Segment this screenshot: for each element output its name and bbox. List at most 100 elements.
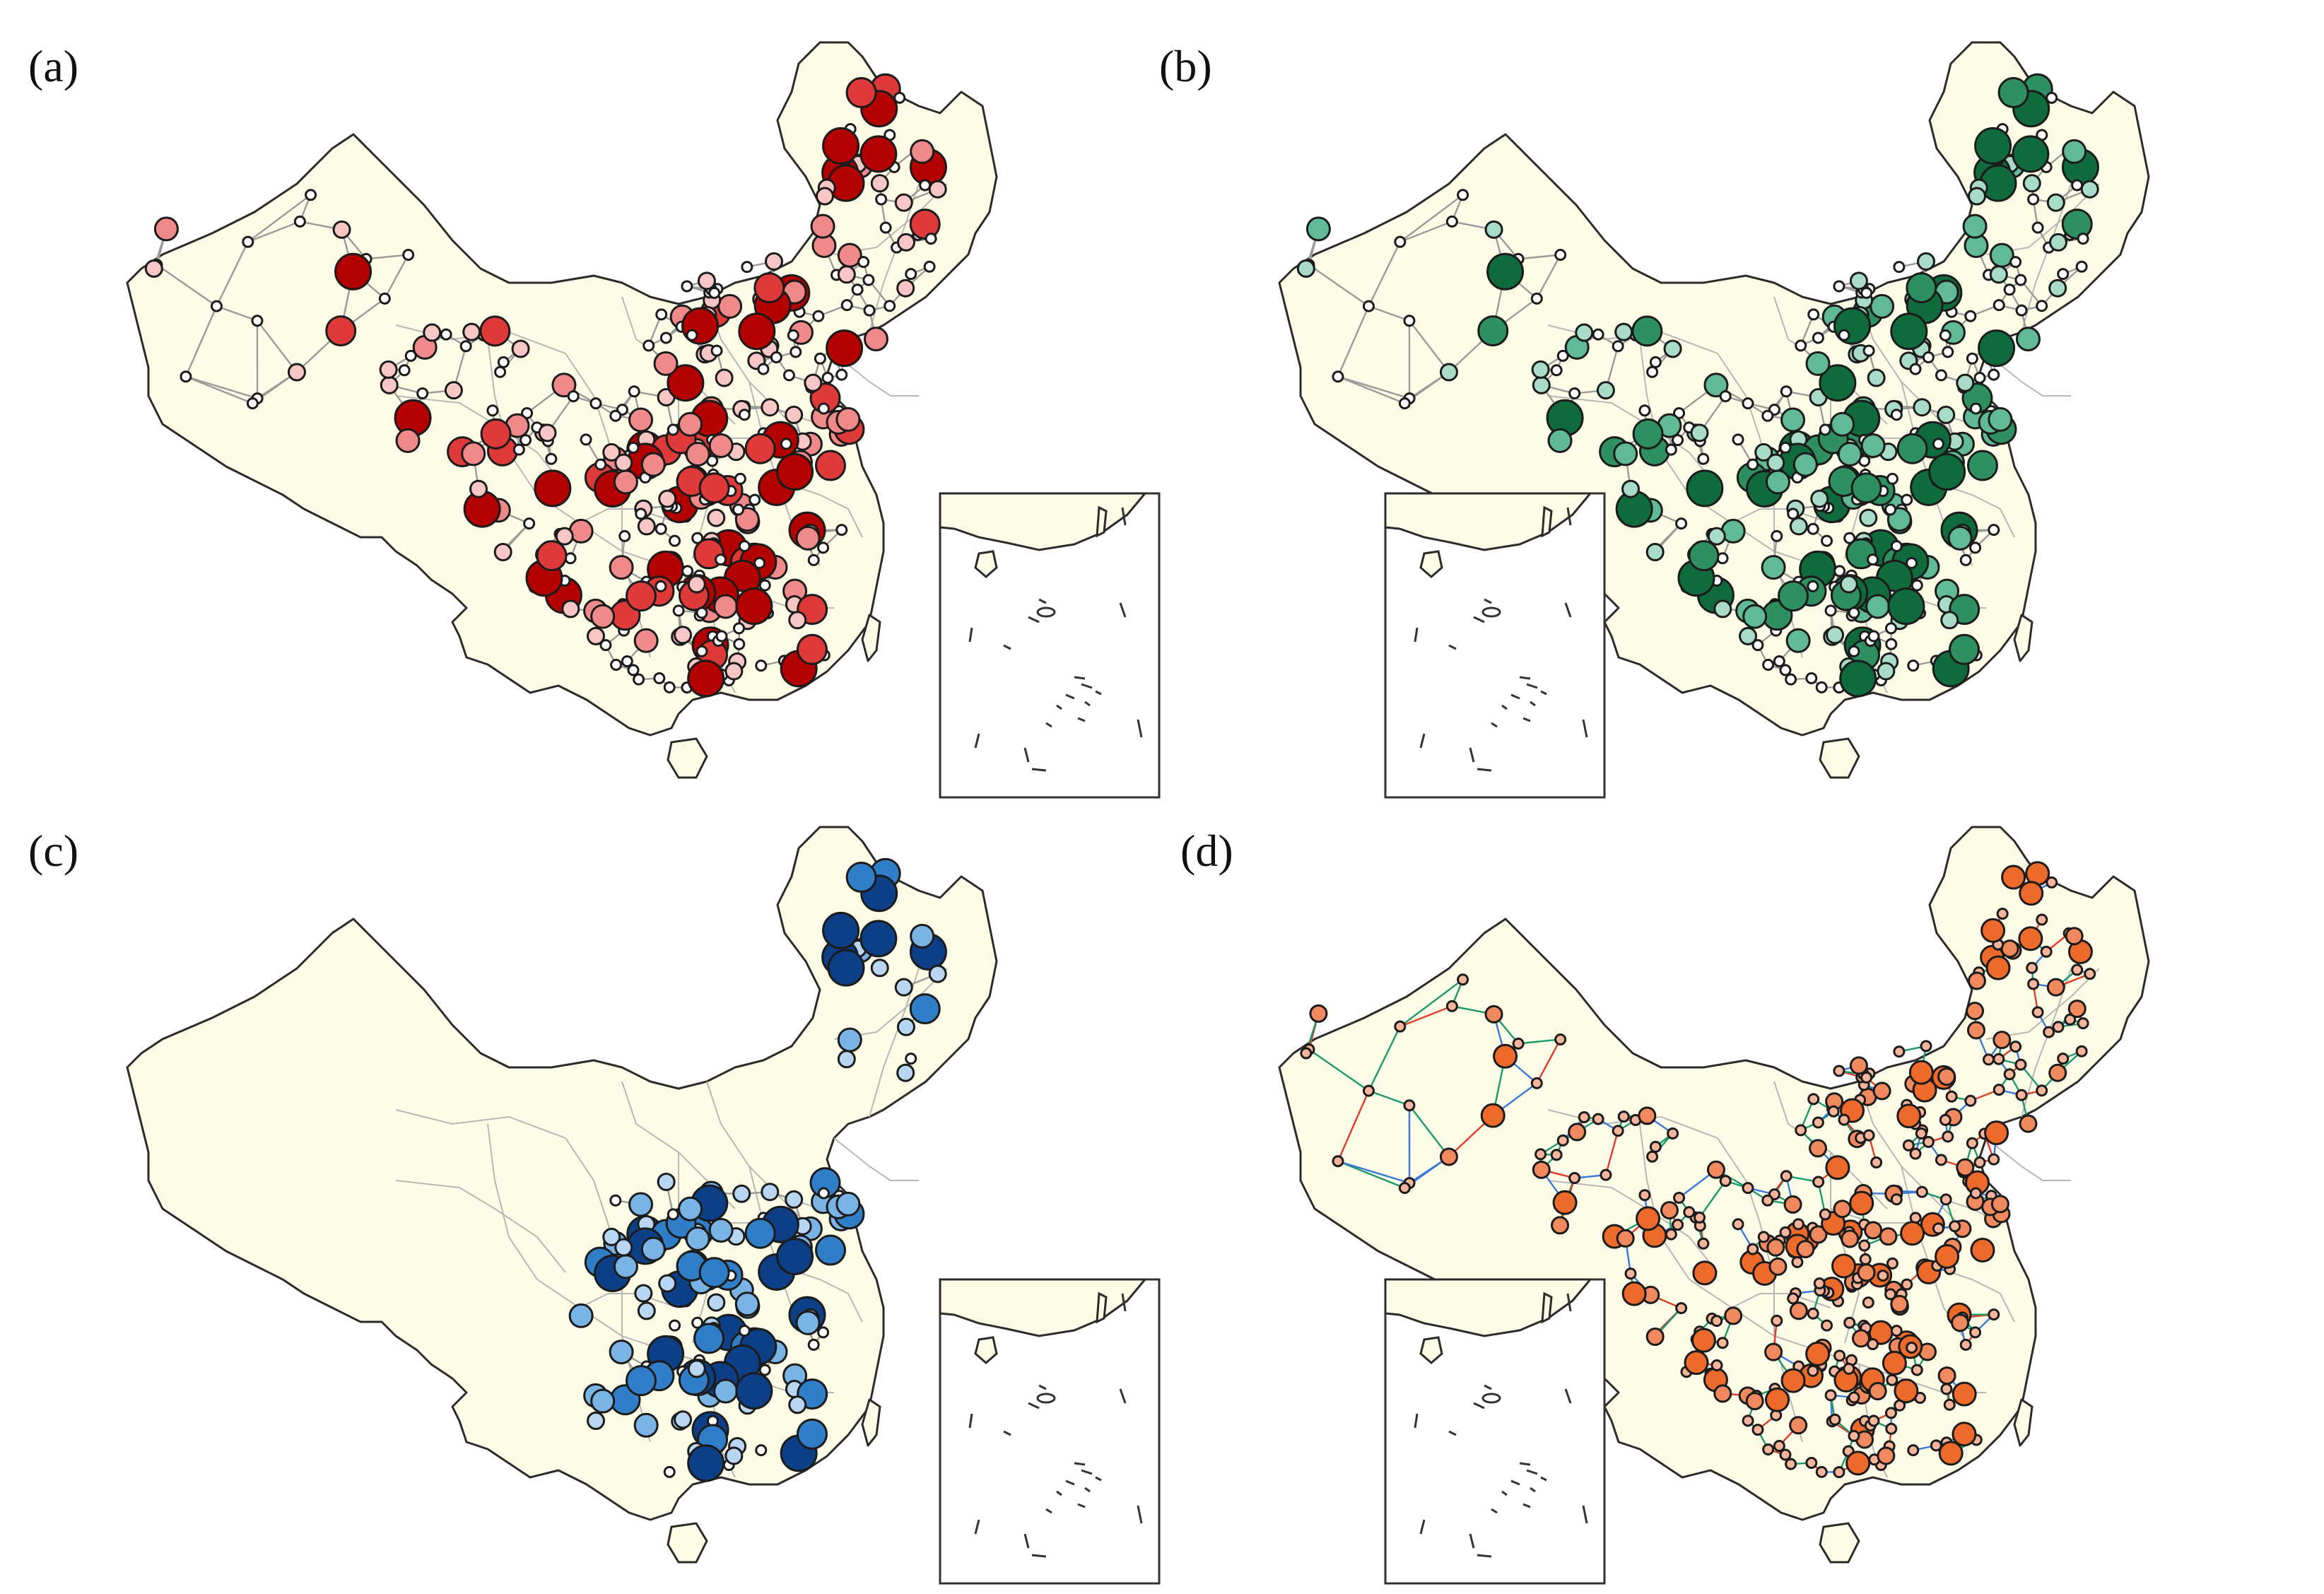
city-node xyxy=(1932,1222,1944,1235)
city-node xyxy=(827,949,865,987)
city-node xyxy=(1928,453,1966,491)
city-node xyxy=(599,639,612,652)
city-node xyxy=(822,911,860,949)
city-node xyxy=(1394,235,1407,248)
city-node xyxy=(1858,1239,1871,1252)
city-node xyxy=(1942,1130,1954,1143)
city-node xyxy=(815,187,834,206)
city-node xyxy=(659,332,672,344)
city-node xyxy=(1964,310,1977,322)
city-node xyxy=(1445,1000,1458,1012)
city-node xyxy=(715,368,734,387)
city-node xyxy=(1890,540,1903,553)
city-node xyxy=(1943,1398,1956,1411)
city-node xyxy=(1534,1148,1547,1161)
city-node xyxy=(1812,1176,1825,1188)
network-edge xyxy=(216,241,249,307)
city-node xyxy=(1477,315,1509,347)
city-node xyxy=(2015,1089,2028,1101)
city-node xyxy=(1807,1307,1819,1320)
city-node xyxy=(416,387,429,400)
city-node xyxy=(1819,423,1831,436)
city-node xyxy=(1785,628,1811,653)
city-node xyxy=(1985,955,2011,980)
city-node xyxy=(1887,587,1925,626)
city-node xyxy=(1807,1093,1820,1106)
city-node xyxy=(1841,1229,1860,1248)
city-node xyxy=(1911,1364,1923,1376)
city-node xyxy=(1969,1326,1982,1339)
city-node xyxy=(1993,1053,2005,1065)
city-node xyxy=(1993,1031,2012,1050)
city-node xyxy=(796,1418,828,1450)
city-node xyxy=(459,340,472,353)
city-node xyxy=(402,248,415,261)
city-node xyxy=(1993,1084,2005,1096)
city-node xyxy=(1667,1127,1679,1139)
city-node xyxy=(696,645,708,657)
city-node xyxy=(1907,1444,1920,1457)
city-node xyxy=(1831,1253,1857,1279)
city-node xyxy=(655,308,668,321)
city-node xyxy=(1833,565,1846,578)
city-node xyxy=(180,370,192,383)
city-node xyxy=(708,1217,734,1243)
city-node xyxy=(1940,1383,1953,1395)
city-node xyxy=(810,213,835,239)
city-node xyxy=(2003,1068,2016,1081)
panel-label-d: (d) xyxy=(1180,826,1233,876)
city-node xyxy=(678,411,703,437)
city-node xyxy=(1819,364,1857,402)
city-node xyxy=(707,1293,726,1312)
city-node xyxy=(1552,1190,1578,1215)
city-node xyxy=(814,450,846,481)
city-node xyxy=(1568,387,1581,400)
city-node xyxy=(2067,1000,2087,1019)
city-node xyxy=(1547,428,1573,453)
city-node xyxy=(1859,1253,1872,1266)
city-nodes-b xyxy=(1296,73,2099,698)
city-node xyxy=(741,261,753,274)
city-node xyxy=(1683,1206,1696,1219)
city-node xyxy=(1970,1238,1995,1263)
city-node xyxy=(862,274,875,286)
city-node xyxy=(486,404,499,417)
city-node xyxy=(1645,1328,1665,1347)
city-node xyxy=(627,664,640,676)
city-node xyxy=(469,479,488,498)
city-node xyxy=(845,862,877,893)
city-node xyxy=(1906,272,1937,304)
city-node xyxy=(2003,283,2016,296)
city-node xyxy=(707,508,726,527)
city-node xyxy=(1795,339,1807,352)
city-node xyxy=(1795,1124,1807,1137)
city-node xyxy=(835,406,861,432)
city-node xyxy=(1716,1337,1729,1349)
city-node xyxy=(493,543,512,562)
south-china-sea-inset-a xyxy=(939,492,1161,799)
city-node xyxy=(698,1257,730,1289)
city-node xyxy=(1952,1422,1977,1447)
city-node xyxy=(696,606,708,619)
city-node xyxy=(1707,527,1726,546)
city-node xyxy=(153,216,179,242)
city-node xyxy=(1959,553,1972,566)
city-node xyxy=(1937,1366,1956,1385)
city-node xyxy=(697,271,716,291)
city-node xyxy=(1830,411,1855,437)
city-node xyxy=(1631,315,1663,347)
city-node xyxy=(790,346,802,358)
city-node xyxy=(788,1395,807,1414)
city-node xyxy=(764,252,783,271)
city-node xyxy=(1833,1349,1846,1362)
city-node xyxy=(755,1444,768,1457)
city-node xyxy=(2046,91,2058,104)
city-node xyxy=(1780,407,1806,433)
city-node xyxy=(795,525,821,551)
city-node xyxy=(325,315,357,347)
city-node xyxy=(1937,405,1956,424)
city-node xyxy=(1848,645,1860,657)
city-node xyxy=(1850,472,1882,504)
city-node xyxy=(1890,1325,1903,1337)
